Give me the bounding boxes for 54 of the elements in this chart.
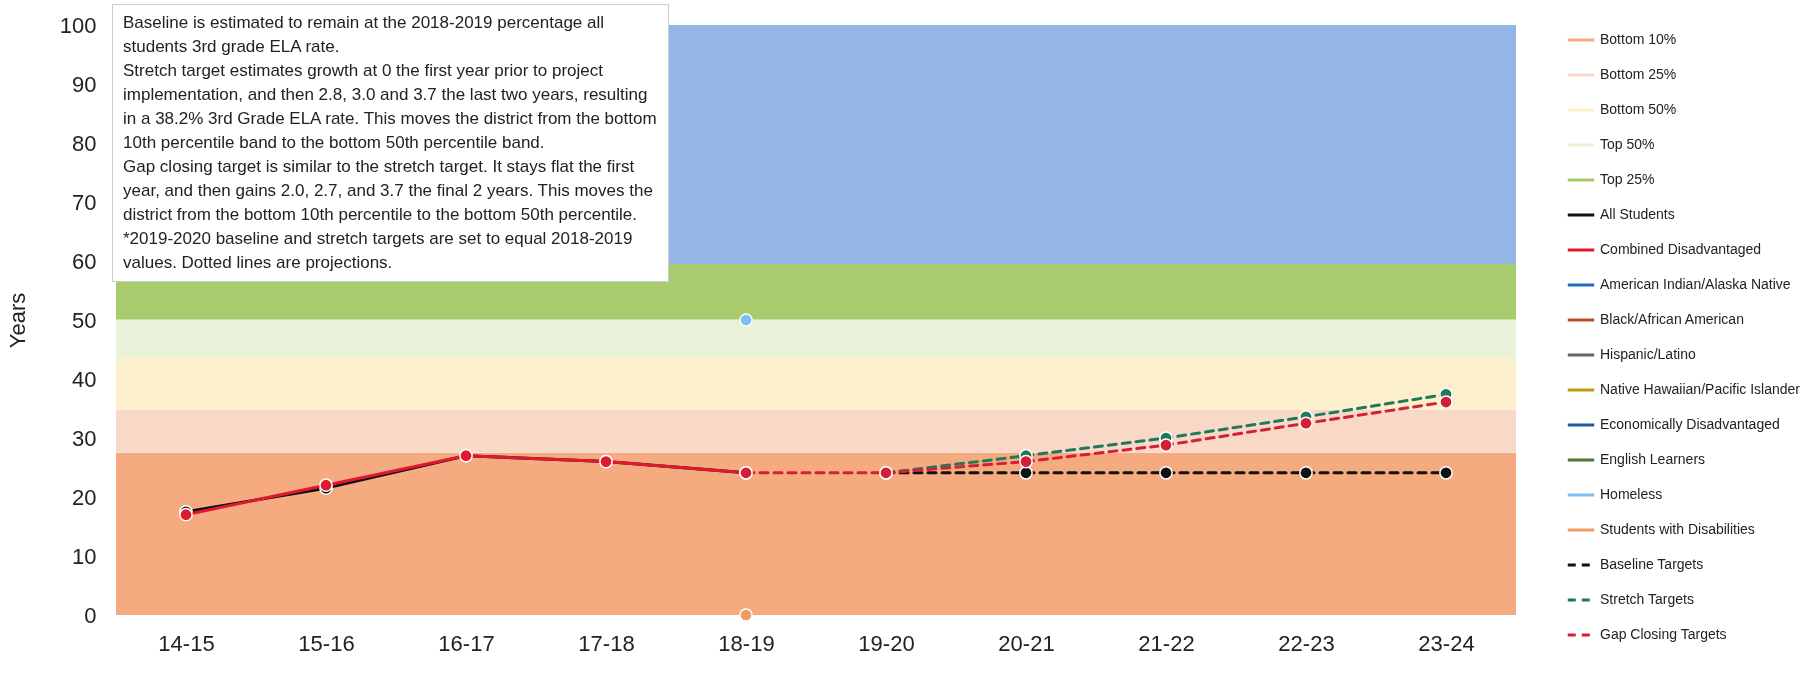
legend-label: Gap Closing Targets bbox=[1600, 626, 1727, 642]
x-tick-label: 16-17 bbox=[438, 630, 495, 656]
legend-label: Baseline Targets bbox=[1600, 556, 1704, 572]
legend-label: Homeless bbox=[1600, 486, 1663, 502]
x-tick-label: 22-23 bbox=[1278, 630, 1335, 656]
annotation: *2019-2020 baseline and stretch targets are set to equal 2018-2019 values. Dotted lines are projections. bbox=[123, 228, 634, 274]
legend-label: Top 50% bbox=[1600, 136, 1655, 152]
y-tick-label: 100 bbox=[59, 12, 97, 38]
point bbox=[1019, 454, 1033, 469]
x-tick-label: 14-15 bbox=[158, 630, 215, 656]
x-tick-label: 15-16 bbox=[298, 630, 355, 656]
y-tick-label: 70 bbox=[72, 189, 97, 215]
legend-label: Students with Disabilities bbox=[1600, 521, 1755, 537]
legend-label: All Students bbox=[1600, 206, 1675, 222]
legend-label: Bottom 50% bbox=[1600, 101, 1677, 117]
point bbox=[1299, 416, 1313, 431]
y-tick-label: 30 bbox=[72, 425, 97, 451]
legend-label: Top 25% bbox=[1600, 171, 1655, 187]
y-tick-label: 10 bbox=[72, 543, 97, 569]
legend-label: Stretch Targets bbox=[1600, 591, 1694, 607]
y-axis-title: Years bbox=[4, 292, 30, 349]
x-tick-label: 21-22 bbox=[1138, 630, 1195, 656]
point bbox=[1019, 465, 1033, 480]
legend-label: Hispanic/Latino bbox=[1600, 346, 1696, 362]
point bbox=[1159, 438, 1173, 452]
annotation: Stretch target estimates growth at 0 the first year prior to project implementation, and then 2.8, 3.0 and 3.7 the last two years, resulting in a 38.2% 3rd Grade ELA rate. This moves the district from the bottom 10th percentile band to the bottom 50th percentile band. bbox=[123, 60, 658, 154]
x-tick-label: 19-20 bbox=[858, 630, 915, 656]
y-tick-label: 90 bbox=[72, 71, 97, 97]
y-tick-label: 20 bbox=[72, 484, 97, 510]
y-tick-label: 0 bbox=[84, 602, 97, 628]
annotation: Gap closing target is similar to the stretch target. It stays flat the first year, and then gains 2.0, 2.7, and 3.7 the final 2 years. This moves the district from the bottom 10th percentile to the bottom 50th percentile. bbox=[123, 156, 654, 226]
legend-label: Black/African American bbox=[1600, 311, 1744, 327]
legend-label: Bottom 10% bbox=[1600, 31, 1677, 47]
legend-label: Economically Disadvantaged bbox=[1600, 416, 1780, 432]
x-tick-label: 17-18 bbox=[578, 630, 635, 656]
legend-label: English Learners bbox=[1600, 451, 1706, 467]
point bbox=[739, 608, 753, 622]
y-tick-label: 60 bbox=[72, 248, 97, 274]
x-tick-label: 20-21 bbox=[998, 630, 1055, 656]
annotation: Baseline is estimated to remain at the 2018-2019 percentage all students 3rd grade ELA rate. bbox=[123, 12, 606, 58]
y-tick-label: 40 bbox=[72, 366, 97, 392]
legend-label: Combined Disadvantaged bbox=[1600, 241, 1762, 257]
legend-label: American Indian/Alaska Native bbox=[1600, 276, 1791, 292]
legend-label: Bottom 25% bbox=[1600, 66, 1677, 82]
point bbox=[1439, 395, 1453, 409]
y-tick-label: 80 bbox=[72, 130, 97, 156]
point bbox=[1159, 465, 1173, 480]
x-tick-label: 23-24 bbox=[1418, 630, 1475, 656]
y-tick-label: 50 bbox=[72, 307, 97, 333]
point bbox=[739, 313, 753, 327]
x-tick-label: 18-19 bbox=[718, 630, 775, 656]
point bbox=[1439, 465, 1453, 480]
point bbox=[1299, 465, 1313, 480]
legend-label: Native Hawaiian/Pacific Islander bbox=[1600, 381, 1801, 397]
